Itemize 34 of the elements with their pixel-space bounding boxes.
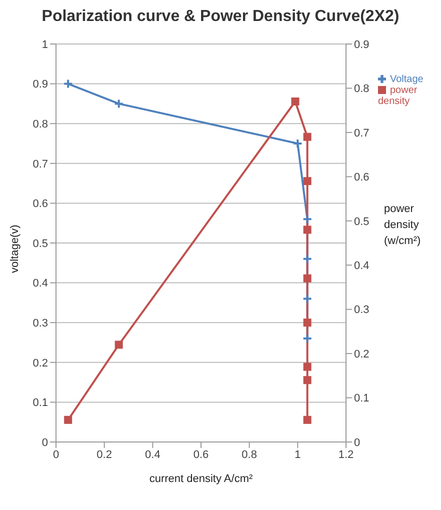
x-tick-label: 0.2 [96, 448, 112, 461]
y2-tick-label: 0.7 [354, 127, 370, 140]
x-tick-label: 0.8 [242, 448, 257, 461]
y2-tick-label: 0.9 [354, 38, 370, 51]
y-axis-title: voltage(v) [8, 224, 21, 273]
x-tick-label: 1 [294, 448, 301, 461]
y2-tick-label: 0 [354, 436, 360, 449]
chart-title: Polarization curve & Power Density Curve(2X2) [40, 8, 400, 27]
x-tick-label: 0.4 [145, 448, 160, 461]
y2-tick-label: 0.3 [354, 304, 370, 316]
y-tick-label: 1 [42, 38, 48, 51]
y-tick-label: 0.9 [32, 78, 48, 91]
y-tick-label: 0.3 [32, 318, 48, 330]
y-tick-label: 0.4 [32, 278, 48, 290]
y2-tick-label: 0.1 [354, 392, 370, 405]
x-axis-title: current density A/cm² [149, 473, 253, 485]
legend-label: Voltage [390, 74, 424, 85]
x-tick-label: 0.6 [193, 448, 209, 461]
y-tick-label: 0.6 [32, 198, 48, 210]
y-tick-label: 0 [42, 436, 48, 449]
legend-label: power density [378, 85, 418, 107]
y-tick-label: 0.7 [32, 158, 48, 170]
y-tick-label: 0.2 [32, 357, 48, 370]
y-tick-label: 0.8 [32, 118, 48, 131]
x-tick-label: 1.2 [338, 448, 354, 461]
y2-tick-label: 0.6 [354, 172, 370, 184]
y-tick-label: 0.5 [32, 238, 48, 250]
y2-tick-label: 0.2 [354, 348, 370, 360]
y2-tick-label: 0.8 [354, 83, 370, 96]
y2-tick-label: 0.4 [354, 260, 370, 272]
y2-tick-label: 0.5 [354, 216, 370, 228]
y-tick-label: 0.1 [32, 397, 48, 410]
x-tick-label: 0 [52, 448, 60, 461]
y2-axis-title: power density (w/cm²) [384, 203, 421, 247]
